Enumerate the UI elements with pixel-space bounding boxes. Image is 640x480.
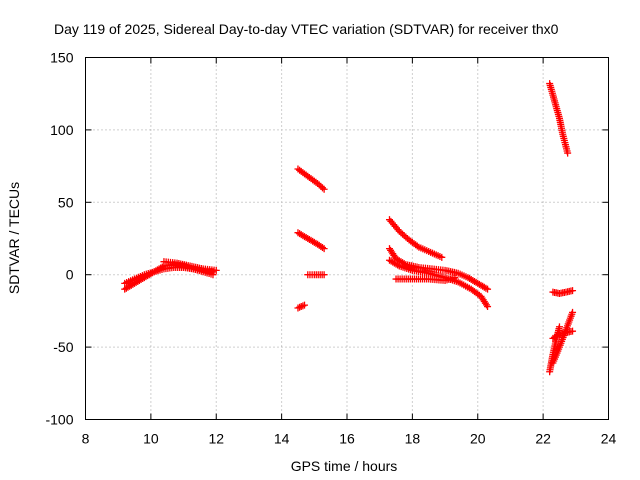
data-marks — [121, 80, 577, 376]
series-arc-12 — [546, 80, 572, 157]
series-arc-2 — [121, 261, 217, 293]
series-arc-5 — [294, 229, 328, 253]
y-tick-label: -50 — [53, 339, 73, 355]
data-point — [569, 308, 577, 316]
data-point — [484, 285, 492, 293]
x-tick-label: 10 — [143, 431, 159, 447]
x-tick-label: 8 — [82, 431, 90, 447]
data-point — [555, 323, 563, 331]
series-arc-6 — [304, 271, 328, 279]
chart-title: Day 119 of 2025, Sidereal Day-to-day VTE… — [54, 21, 559, 37]
x-tick-label: 20 — [470, 431, 486, 447]
data-point — [394, 261, 402, 269]
series-arc-11 — [392, 274, 459, 284]
data-point — [400, 260, 408, 268]
y-tick-label: -100 — [45, 412, 73, 428]
data-point — [297, 303, 305, 311]
data-point — [320, 185, 328, 193]
data-point — [296, 303, 304, 311]
data-point — [318, 184, 326, 192]
y-tick-label: 0 — [66, 267, 74, 283]
series-arc-16 — [549, 308, 577, 367]
series-arc-8 — [385, 216, 446, 261]
data-point — [569, 287, 577, 295]
y-tick-label: 100 — [50, 122, 74, 138]
data-point — [413, 242, 421, 250]
data-point — [209, 271, 217, 279]
y-tick-label: 150 — [50, 50, 74, 66]
x-tick-label: 12 — [208, 431, 224, 447]
x-tick-label: 22 — [535, 431, 551, 447]
series-arc-7 — [294, 301, 309, 312]
series-arc-13 — [549, 287, 577, 298]
axis-ticks: 8 10 12 14 16 18 20 22 24 150 100 50 0 -50 -100 — [45, 50, 616, 447]
x-tick-label: 24 — [601, 431, 617, 447]
data-point — [569, 327, 577, 335]
data-point — [299, 302, 307, 310]
data-point — [484, 303, 492, 311]
x-tick-label: 16 — [339, 431, 355, 447]
data-point — [158, 263, 166, 271]
data-point — [318, 244, 326, 252]
x-tick-label: 14 — [274, 431, 290, 447]
data-point — [438, 253, 446, 261]
x-tick-label: 18 — [405, 431, 421, 447]
y-axis-label: SDTVAR / TECUs — [6, 182, 22, 294]
series-arc-4 — [294, 165, 328, 193]
data-point — [294, 304, 302, 312]
series-arc-3 — [160, 258, 220, 274]
y-tick-label: 50 — [58, 194, 74, 210]
data-point — [301, 301, 309, 309]
data-point — [482, 284, 490, 292]
series-arc-9 — [385, 245, 492, 293]
x-axis-label: GPS time / hours — [291, 458, 398, 474]
data-point — [394, 226, 402, 234]
data-point — [451, 274, 459, 282]
data-point — [320, 245, 328, 253]
data-point — [320, 271, 328, 279]
data-point — [212, 266, 220, 274]
grid — [85, 57, 609, 420]
data-point — [564, 149, 572, 157]
